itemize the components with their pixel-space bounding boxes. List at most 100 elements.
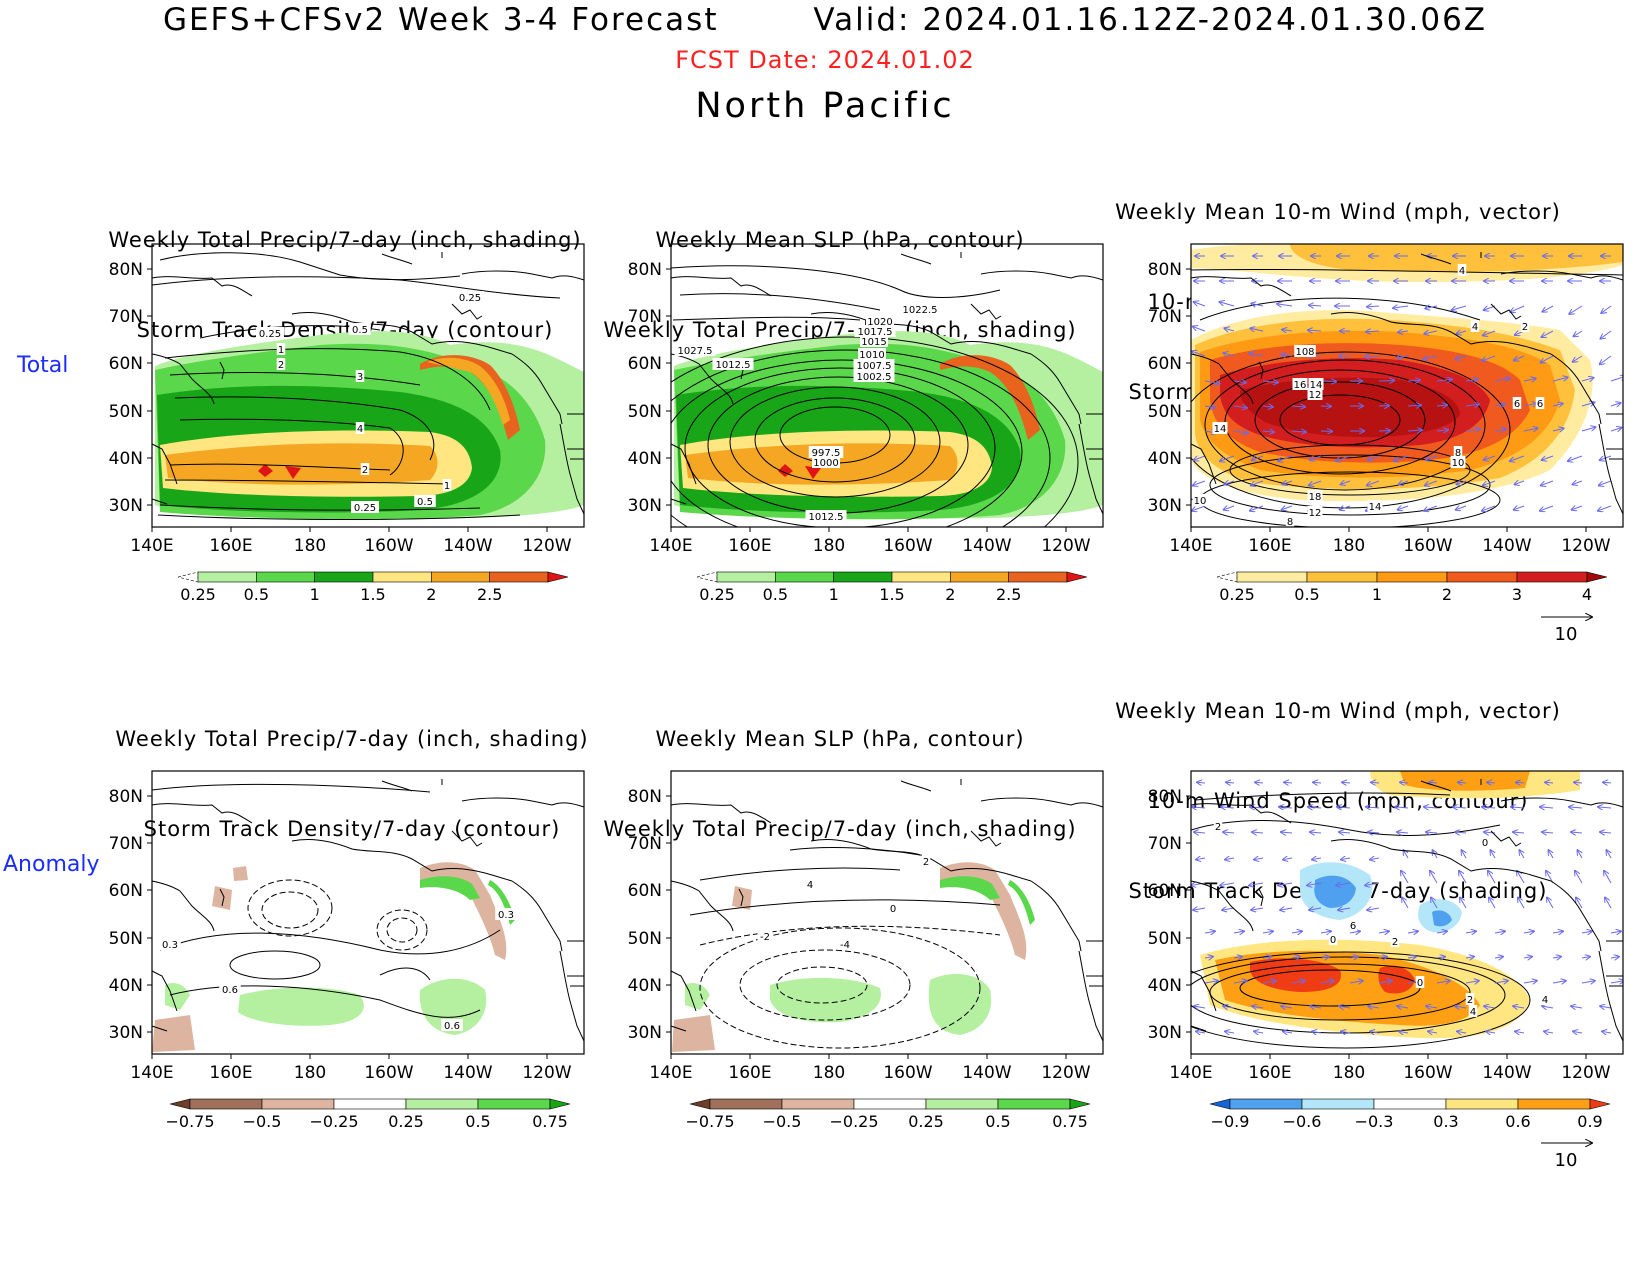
row-label-anomaly: Anomaly <box>3 852 100 877</box>
colorbar-label: 0.25 <box>699 585 735 604</box>
lon-label: 180 <box>1333 536 1365 556</box>
lon-label: 140W <box>1482 1063 1531 1083</box>
contour-label-bg <box>674 344 716 356</box>
lon-label: 140E <box>130 1063 173 1083</box>
lon-label: 140E <box>130 536 173 556</box>
wind-vector <box>1309 480 1322 485</box>
wind-vector <box>1220 455 1235 461</box>
colorbar-label: 0.9 <box>1577 1112 1602 1131</box>
colorbar-label: 0.25 <box>180 585 216 604</box>
colorbar-label: 0.5 <box>763 585 788 604</box>
coastline <box>1190 970 1217 1032</box>
wind-vector <box>1283 1031 1293 1033</box>
wind-vector <box>1601 305 1612 313</box>
wind-vector <box>1494 429 1506 431</box>
contour-label: 4 <box>1459 266 1465 277</box>
wind-vector <box>1407 931 1418 933</box>
wind-vector <box>1573 355 1583 362</box>
coastline <box>559 423 585 515</box>
title-line: Weekly Mean SLP (hPa, contour) <box>655 727 1025 751</box>
title-line: Weekly Mean 10-m Wind (mph, vector) <box>1115 200 1561 224</box>
contour-label-bg <box>1453 446 1463 458</box>
wind-vector <box>1262 431 1274 432</box>
contour-label: 14 <box>1369 502 1382 513</box>
wind-vector <box>1250 328 1264 331</box>
coastline <box>1258 888 1264 907</box>
wind-vector <box>1460 898 1467 909</box>
colorbar-segment <box>891 571 951 583</box>
contour-label: 0 <box>1482 838 1488 849</box>
lon-label: 160W <box>364 1063 413 1083</box>
colorbar-label: 1.5 <box>879 585 904 604</box>
colorbar-segment <box>1446 571 1518 583</box>
lat-label: 60N <box>1148 354 1182 374</box>
forecast-date: FCST Date: 2024.01.02 <box>675 46 975 74</box>
wind-vector <box>1204 381 1220 384</box>
wind-vector <box>1552 404 1563 406</box>
colorbar-label: 1 <box>1372 585 1382 604</box>
wind-vector <box>1197 782 1206 783</box>
contour-label-bg <box>1415 976 1425 988</box>
lon-label: 120W <box>522 1063 571 1083</box>
wind-vector <box>1194 832 1206 833</box>
coastline <box>670 803 772 824</box>
wind-vector <box>1368 455 1380 460</box>
wind-vector <box>1262 931 1273 933</box>
colorbar-label: 4 <box>1582 585 1592 604</box>
wind-vector <box>1547 898 1554 909</box>
contour-label-bg <box>1520 320 1530 332</box>
colorbar-label: −0.5 <box>763 1112 802 1131</box>
wind-vector <box>1223 1006 1235 1008</box>
contour-label: 0 <box>1330 935 1336 946</box>
wind-vector <box>1428 1031 1438 1033</box>
wind-vector <box>1465 404 1479 406</box>
wind-vector <box>1193 327 1206 332</box>
colorbar-label: 0.25 <box>1219 585 1255 604</box>
wind-vector <box>1610 931 1621 933</box>
lat-label: 80N <box>109 260 143 280</box>
panel-wind-anom <box>1191 771 1623 1049</box>
colorbar-segment <box>775 571 834 583</box>
wind-vector <box>1291 957 1300 958</box>
lon-label: 160W <box>364 536 413 556</box>
wind-vector <box>1393 306 1409 308</box>
colorbar-segment <box>489 571 549 583</box>
lat-label: 40N <box>1148 449 1182 469</box>
wind-vector <box>1610 981 1623 983</box>
wind-vector <box>1192 807 1206 808</box>
coastline <box>559 950 585 1042</box>
wind-vector <box>1574 330 1583 336</box>
wind-vector <box>1465 379 1478 381</box>
wind-vector <box>1233 381 1246 383</box>
wind-vector <box>1552 428 1564 431</box>
wind-vector <box>1204 981 1218 983</box>
contour-label: 16 <box>1294 380 1307 391</box>
colorbar-segment <box>372 571 432 583</box>
wind-vector <box>1494 404 1505 406</box>
wind-vector <box>1397 832 1409 833</box>
wind-vector <box>1225 1031 1235 1033</box>
colorbar-label: 0.5 <box>465 1112 490 1131</box>
contour-label-bg <box>1307 388 1323 400</box>
contour-label: 1 <box>278 345 284 356</box>
wind-vector <box>1291 981 1305 983</box>
coastline <box>1550 353 1602 425</box>
lat-label: 30N <box>628 1023 662 1043</box>
lon-label: 120W <box>1041 536 1090 556</box>
map-frame <box>151 243 585 528</box>
colorbar-label: −0.3 <box>1355 1112 1394 1131</box>
wind-vector <box>1482 807 1496 808</box>
colorbar-label: 0.25 <box>908 1112 944 1131</box>
colorbar-label: −0.75 <box>165 1112 214 1131</box>
wind-vector <box>1520 850 1525 859</box>
wind-vector <box>1281 354 1293 356</box>
coastline <box>738 888 744 907</box>
wind-vector <box>1349 931 1360 933</box>
lat-label: 70N <box>628 834 662 854</box>
wind-vector <box>1484 1006 1496 1008</box>
coastline <box>451 830 483 847</box>
vector-reference-total: 10 <box>1541 617 1592 645</box>
wind-vector <box>1604 871 1612 884</box>
coastline <box>151 803 253 824</box>
